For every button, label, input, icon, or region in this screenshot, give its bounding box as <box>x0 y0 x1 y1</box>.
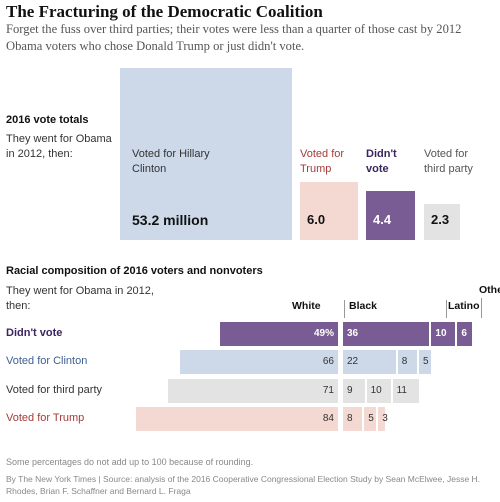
row-label-trump: Voted for Trump <box>6 412 85 424</box>
bar-other-third-party <box>392 379 419 403</box>
bar-white-clinton <box>179 350 338 374</box>
value-black-didnt-vote: 36 <box>347 328 359 339</box>
square-value-third-party: 2.3 <box>431 212 450 227</box>
bar-other-trump <box>378 407 386 431</box>
heading-white: White <box>292 300 321 312</box>
heading-tick-latino <box>446 300 447 318</box>
square-value-trump: 6.0 <box>307 212 326 227</box>
bar-other-didnt-vote <box>457 322 472 346</box>
bar-white-third-party <box>167 379 338 403</box>
bar-latino-didnt-vote <box>431 322 456 346</box>
square-label-third-party: Voted for third party <box>424 148 473 175</box>
bar-latino-clinton <box>397 350 417 374</box>
value-white-trump: 84 <box>322 413 334 424</box>
square-label-clinton: Voted for Hillary Clinton <box>132 148 210 175</box>
value-black-trump: 8 <box>347 413 353 424</box>
value-white-third-party: 71 <box>322 385 334 396</box>
value-latino-clinton: 8 <box>401 356 408 367</box>
value-black-clinton: 22 <box>347 356 359 367</box>
row-label-didnt-vote: Didn't vote <box>6 327 63 339</box>
vote-totals-lead: They went for Obama in 2012, then: <box>6 133 112 160</box>
value-white-clinton: 66 <box>322 356 334 367</box>
heading-other: Other <box>479 284 500 296</box>
square-third-party <box>424 204 460 240</box>
heading-tick-other <box>481 298 482 318</box>
bar-black-third-party <box>343 379 365 403</box>
page-title: The Fracturing of the Democratic Coaliti… <box>6 2 323 21</box>
value-other-trump: 3 <box>382 413 388 424</box>
composition-title: Racial composition of 2016 voters and no… <box>6 265 263 277</box>
square-label-didnt-vote: Didn't vote <box>366 148 397 175</box>
value-other-clinton: 5 <box>423 356 429 367</box>
row-label-third-party: Voted for third party <box>6 384 102 396</box>
value-other-didnt-vote: 6 <box>461 328 467 339</box>
value-other-third-party: 11 <box>396 385 407 396</box>
square-didnt-vote <box>366 191 415 240</box>
value-latino-third-party: 10 <box>370 385 382 396</box>
bar-black-clinton <box>343 350 396 374</box>
heading-latino: Latino <box>448 300 480 312</box>
bar-white-trump <box>136 407 338 431</box>
square-trump <box>300 182 358 240</box>
source-credit: By The New York Times | Source: analysis… <box>6 474 481 496</box>
square-value-didnt-vote: 4.4 <box>373 212 392 227</box>
bar-white-didnt-vote <box>220 322 338 346</box>
value-latino-trump: 5 <box>368 413 374 424</box>
square-label-trump: Voted for Trump <box>300 148 345 175</box>
bar-other-clinton <box>419 350 431 374</box>
rounding-note: Some percentages do not add up to 100 be… <box>6 457 254 467</box>
square-clinton <box>120 68 292 240</box>
bar-latino-third-party <box>366 379 391 403</box>
bar-black-didnt-vote <box>343 322 430 346</box>
bar-latino-trump <box>364 407 377 431</box>
vote-totals-title: 2016 vote totals <box>6 114 89 126</box>
bar-black-trump <box>343 407 363 431</box>
value-white-didnt-vote: 49% <box>313 328 334 339</box>
square-value-clinton: 53.2 million <box>132 212 209 228</box>
heading-black: Black <box>349 300 378 312</box>
row-label-clinton: Voted for Clinton <box>6 355 88 367</box>
page-subtitle: Forget the fuss over third parties; thei… <box>6 22 462 53</box>
value-latino-didnt-vote: 10 <box>435 328 447 339</box>
composition-lead: They went for Obama in 2012, then: <box>6 285 154 312</box>
value-black-third-party: 9 <box>347 385 353 396</box>
heading-tick-black <box>344 300 345 318</box>
